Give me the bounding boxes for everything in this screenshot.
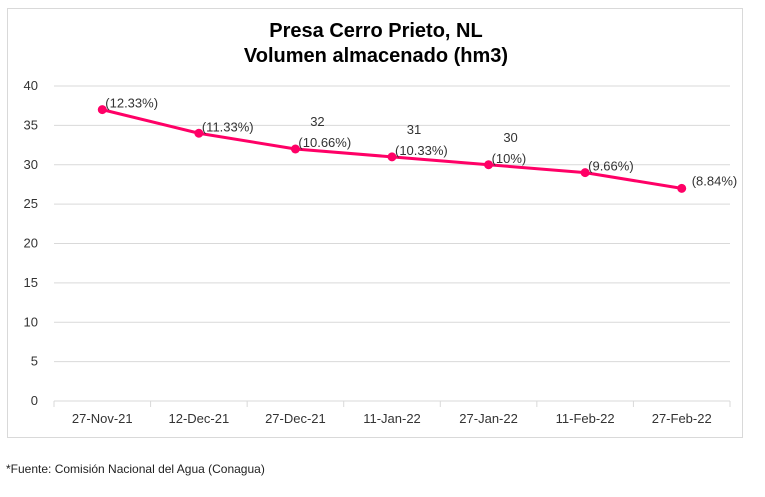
series-line xyxy=(101,108,682,190)
percent-label: (11.33%) xyxy=(202,119,254,134)
x-tick-label: 27-Dec-21 xyxy=(265,411,326,426)
y-tick-label: 20 xyxy=(24,236,38,251)
y-tick-label: 15 xyxy=(24,275,38,290)
percent-label: (10%) xyxy=(492,151,527,166)
y-tick-label: 25 xyxy=(24,196,38,211)
percent-label: (10.33%) xyxy=(395,143,448,158)
data-labels: (12.33%) (11.33%) 32 (10.66%) 31 (10.33%) 30 (1… xyxy=(105,96,737,189)
y-tick-label: 0 xyxy=(31,393,38,408)
data-point xyxy=(194,128,204,138)
data-point xyxy=(677,183,687,193)
grid-layer xyxy=(54,85,730,402)
percent-label: (10.66%) xyxy=(298,135,351,150)
percent-label: (9.66%) xyxy=(588,159,634,174)
chart-svg: Presa Cerro Prieto, NL Volumen almacenad… xyxy=(24,20,738,426)
value-label: 31 xyxy=(407,122,421,137)
x-tick-label: 27-Nov-21 xyxy=(72,411,133,426)
data-point xyxy=(97,105,107,115)
y-tick-label: 5 xyxy=(31,354,38,369)
y-tick-label: 35 xyxy=(24,117,38,132)
y-axis-ticks: 0 5 10 15 20 25 30 35 40 xyxy=(24,78,38,408)
x-tick-label: 12-Dec-21 xyxy=(169,411,230,426)
source-note: *Fuente: Comisión Nacional del Agua (Con… xyxy=(6,462,265,476)
chart-title-line-2: Volumen almacenado (hm3) xyxy=(244,45,508,67)
data-point xyxy=(387,152,397,162)
y-tick-label: 40 xyxy=(24,78,38,93)
x-axis-ticks: 27-Nov-21 12-Dec-21 27-Dec-21 11-Jan-22 27-J… xyxy=(53,401,731,426)
x-tick-label: 27-Feb-22 xyxy=(652,411,712,426)
percent-label: (12.33%) xyxy=(105,96,158,111)
value-label: 32 xyxy=(310,114,324,129)
series-layer xyxy=(97,105,687,193)
chart-frame: Presa Cerro Prieto, NL Volumen almacenad… xyxy=(7,8,743,438)
x-tick-label: 11-Feb-22 xyxy=(556,411,615,426)
y-tick-label: 30 xyxy=(24,157,38,172)
data-point xyxy=(290,144,300,154)
x-tick-label: 11-Jan-22 xyxy=(363,411,421,426)
percent-label: (8.84%) xyxy=(692,173,738,188)
x-tick-label: 27-Jan-22 xyxy=(459,411,518,426)
data-point xyxy=(580,168,590,178)
value-label: 30 xyxy=(503,130,517,145)
chart-title-line-1: Presa Cerro Prieto, NL xyxy=(269,20,482,42)
data-point xyxy=(484,160,494,170)
y-tick-label: 10 xyxy=(24,314,38,329)
